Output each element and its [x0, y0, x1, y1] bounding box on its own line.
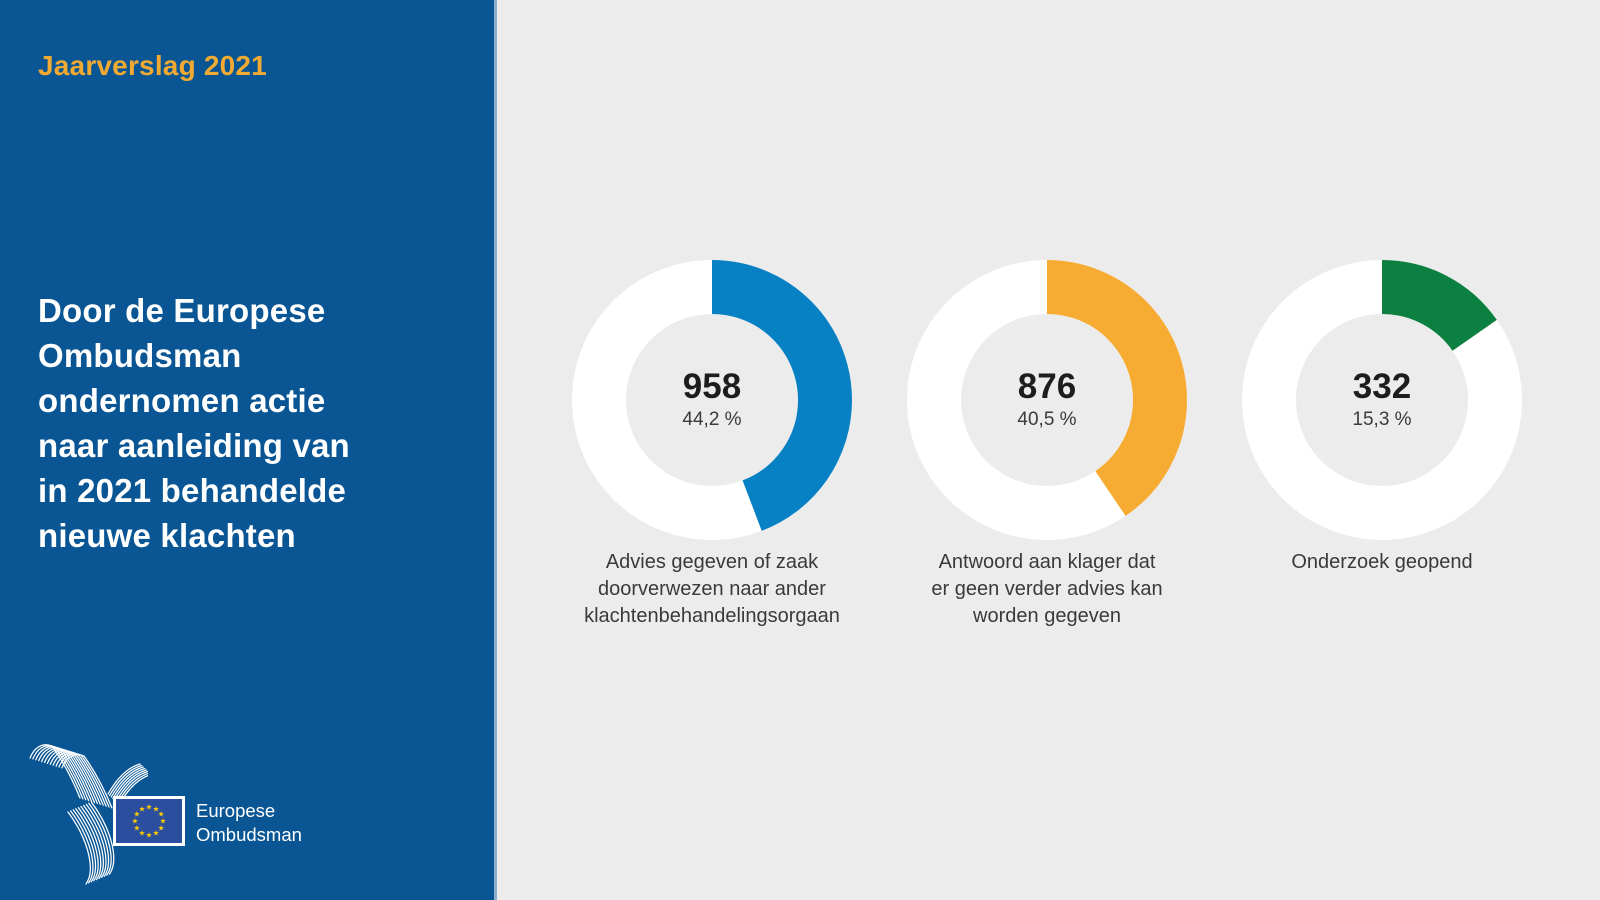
- donut-center: 958 44,2 %: [572, 260, 852, 540]
- svg-text:★: ★: [134, 824, 141, 833]
- svg-text:★: ★: [139, 829, 146, 838]
- sidebar: Jaarverslag 2021 Door de Europese Ombuds…: [0, 0, 497, 900]
- donut-percent: 44,2 %: [682, 409, 742, 430]
- donut-arc: [1242, 260, 1522, 540]
- svg-text:★: ★: [153, 829, 160, 838]
- donut-center: 876 40,5 %: [907, 260, 1187, 540]
- logo-text: Europese Ombudsman: [196, 800, 302, 845]
- donut-advies: 958 44,2 %: [572, 260, 852, 540]
- donut-arc: [907, 260, 1187, 540]
- report-label: Jaarverslag 2021: [38, 50, 267, 81]
- svg-text:★: ★: [134, 810, 141, 819]
- donut-ring: [1242, 260, 1522, 540]
- eu-flag-icon: ★ ★★ ★★★ ★★★ ★★★: [113, 796, 185, 846]
- donut-ring: [907, 260, 1187, 540]
- chart-caption: Advies gegeven of zaak doorverwezen naar…: [584, 551, 840, 627]
- svg-text:★: ★: [153, 804, 160, 813]
- donut-center: 332 15,3 %: [1242, 260, 1522, 540]
- chart-caption: Onderzoek geopend: [1291, 551, 1473, 573]
- donut-value: 958: [682, 367, 742, 406]
- donut-chart-advies: 958 44,2 % Advies gegeven of zaak doorve…: [572, 260, 852, 630]
- donut-arc: [572, 260, 852, 540]
- donut-percent: 40,5 %: [1017, 409, 1077, 430]
- svg-text:★: ★: [139, 804, 146, 813]
- donut-percent: 15,3 %: [1352, 409, 1412, 430]
- chart-caption: Antwoord aan klager dat er geen verder a…: [931, 551, 1163, 627]
- donut-value: 332: [1352, 367, 1412, 406]
- donut-chart-antwoord: 876 40,5 % Antwoord aan klager dat er ge…: [907, 260, 1187, 630]
- svg-text:★: ★: [158, 824, 165, 833]
- donut-chart-onderzoek: 332 15,3 % Onderzoek geopend: [1242, 260, 1522, 630]
- charts-row: 958 44,2 % Advies gegeven of zaak doorve…: [572, 260, 1522, 630]
- svg-text:★: ★: [146, 831, 153, 840]
- donut-value: 876: [1017, 367, 1077, 406]
- svg-text:★: ★: [160, 817, 167, 826]
- svg-text:★: ★: [146, 803, 153, 812]
- svg-text:★: ★: [158, 810, 165, 819]
- donut-ring: [572, 260, 852, 540]
- donut-onderzoek: 332 15,3 %: [1242, 260, 1522, 540]
- svg-text:★: ★: [132, 817, 139, 826]
- page-title: Door de Europese Ombudsman ondernomen ac…: [38, 292, 350, 554]
- donut-antwoord: 876 40,5 %: [907, 260, 1187, 540]
